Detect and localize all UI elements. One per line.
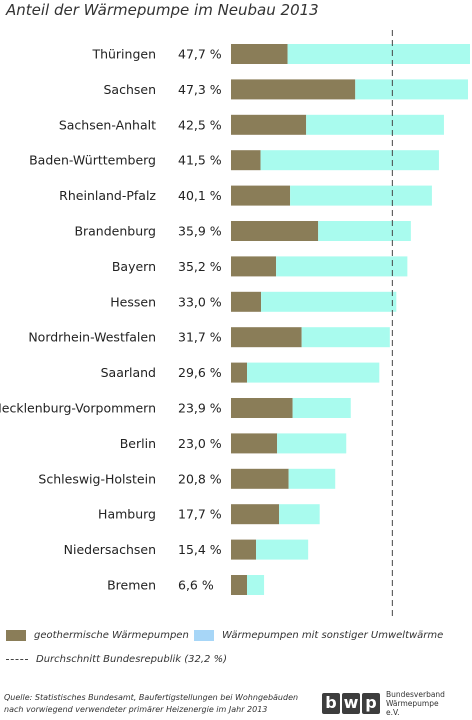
bar-segment-geothermal [231, 539, 257, 560]
legend-label-average: Durchschnitt Bundesrepublik (32,2 %) [36, 654, 227, 665]
category-label: Hessen [110, 294, 156, 309]
bar-segment-geothermal [231, 221, 319, 241]
value-label: 33,0 % [178, 294, 222, 309]
bar-segment-ambient [287, 44, 470, 64]
source-line-2: nach vorwiegend verwendeter primärer Hei… [4, 705, 268, 714]
bar-segment-ambient [279, 504, 320, 525]
bwp-logo-letter-b: b [322, 692, 340, 714]
legend-swatch-average-line [6, 659, 28, 660]
legend: geothermische Wärmepumpen Wärmepumpen mi… [0, 620, 472, 680]
bar-segment-geothermal [231, 362, 248, 383]
value-label: 42,5 % [178, 117, 222, 132]
category-label: Schleswig-Holstein [38, 471, 156, 486]
category-label: Brandenburg [74, 224, 156, 239]
bar-segment-geothermal [231, 433, 278, 454]
legend-item-geothermal: geothermische Wärmepumpen [6, 630, 189, 641]
bwp-logo-text-line-2: Wärmepumpe e.V. [386, 698, 439, 717]
source-line-1: Quelle: Statistisches Bundesamt, Baufert… [4, 693, 299, 702]
category-label: Nordrhein-Westfalen [28, 330, 156, 345]
value-label: 40,1 % [178, 188, 222, 203]
bar-segment-ambient [247, 575, 265, 595]
bar-segment-geothermal [231, 114, 307, 135]
bar-segment-ambient [277, 433, 347, 454]
bar-segment-ambient [260, 150, 439, 171]
bar-segment-ambient [288, 468, 336, 489]
legend-label-ambient: Wärmepumpen mit sonstiger Umweltwärme [222, 630, 444, 641]
bar-segment-ambient [247, 362, 380, 383]
bwp-logo-letter-p: p [362, 692, 380, 714]
value-label: 6,6 % [178, 578, 214, 593]
bwp-logo-text: Bundesverband Wärmepumpe e.V. [386, 690, 452, 717]
bar-segment-geothermal [231, 575, 248, 595]
bar-segment-geothermal [231, 185, 291, 206]
category-label: Niedersachsen [64, 542, 156, 557]
value-label: 15,4 % [178, 542, 222, 557]
bwp-logo-text-line-1: Bundesverband [386, 689, 445, 699]
legend-label-geothermal: geothermische Wärmepumpen [34, 630, 189, 641]
value-label: 31,7 % [178, 330, 222, 345]
bar-chart: Thüringen 47,7 % Sachsen 47,3 % Sachsen-Anha… [0, 30, 470, 618]
bwp-logo-mark: b w p [322, 692, 380, 714]
category-label: Sachsen [103, 82, 156, 97]
bar-segment-ambient [306, 114, 444, 135]
bar-segment-geothermal [231, 150, 261, 171]
bar-segment-ambient [318, 221, 411, 241]
category-label: Berlin [120, 436, 156, 451]
bar-segment-ambient [292, 398, 351, 418]
bar-segment-ambient [261, 291, 397, 312]
value-label: 29,6 % [178, 365, 222, 380]
value-label: 17,7 % [178, 507, 222, 522]
chart-title: Anteil der Wärmepumpe im Neubau 2013 [6, 1, 319, 19]
bar-segment-ambient [256, 539, 309, 560]
category-label: Saarland [101, 365, 156, 380]
category-label: Mecklenburg-Vorpommern [0, 401, 156, 416]
legend-swatch-geothermal [6, 630, 26, 641]
bar-segment-ambient [276, 256, 408, 277]
bar-segment-geothermal [231, 398, 293, 418]
value-label: 23,9 % [178, 401, 222, 416]
source-note: Quelle: Statistisches Bundesamt, Baufert… [4, 692, 304, 716]
value-label: 35,2 % [178, 259, 222, 274]
category-label: Rheinland-Pfalz [59, 188, 156, 203]
value-label: 47,3 % [178, 82, 222, 97]
value-label: 35,9 % [178, 224, 222, 239]
bar-segment-ambient [301, 327, 390, 348]
legend-item-ambient: Wärmepumpen mit sonstiger Umweltwärme [194, 630, 443, 641]
value-label: 20,8 % [178, 471, 222, 486]
category-label: Baden-Württemberg [29, 153, 156, 168]
legend-swatch-ambient [194, 630, 214, 641]
category-label: Bayern [112, 259, 156, 274]
category-label: Hamburg [98, 507, 156, 522]
bar-segment-geothermal [231, 256, 277, 277]
bar-segment-ambient [355, 79, 468, 100]
value-label: 47,7 % [178, 47, 222, 62]
value-label: 23,0 % [178, 436, 222, 451]
category-label: Sachsen-Anhalt [59, 117, 156, 132]
bar-segment-geothermal [231, 504, 280, 525]
bar-segment-geothermal [231, 44, 288, 64]
legend-item-average: Durchschnitt Bundesrepublik (32,2 %) [6, 654, 227, 665]
category-label: Bremen [107, 578, 156, 593]
bwp-logo-letter-w: w [342, 692, 360, 714]
bar-segment-geothermal [231, 468, 289, 489]
bar-segment-geothermal [231, 291, 262, 312]
bwp-logo: b w p Bundesverband Wärmepumpe e.V. [322, 690, 452, 717]
bar-segment-ambient [290, 185, 432, 206]
bar-segment-geothermal [231, 79, 356, 100]
value-label: 41,5 % [178, 153, 222, 168]
category-label: Thüringen [91, 47, 156, 62]
bar-segment-geothermal [231, 327, 302, 348]
